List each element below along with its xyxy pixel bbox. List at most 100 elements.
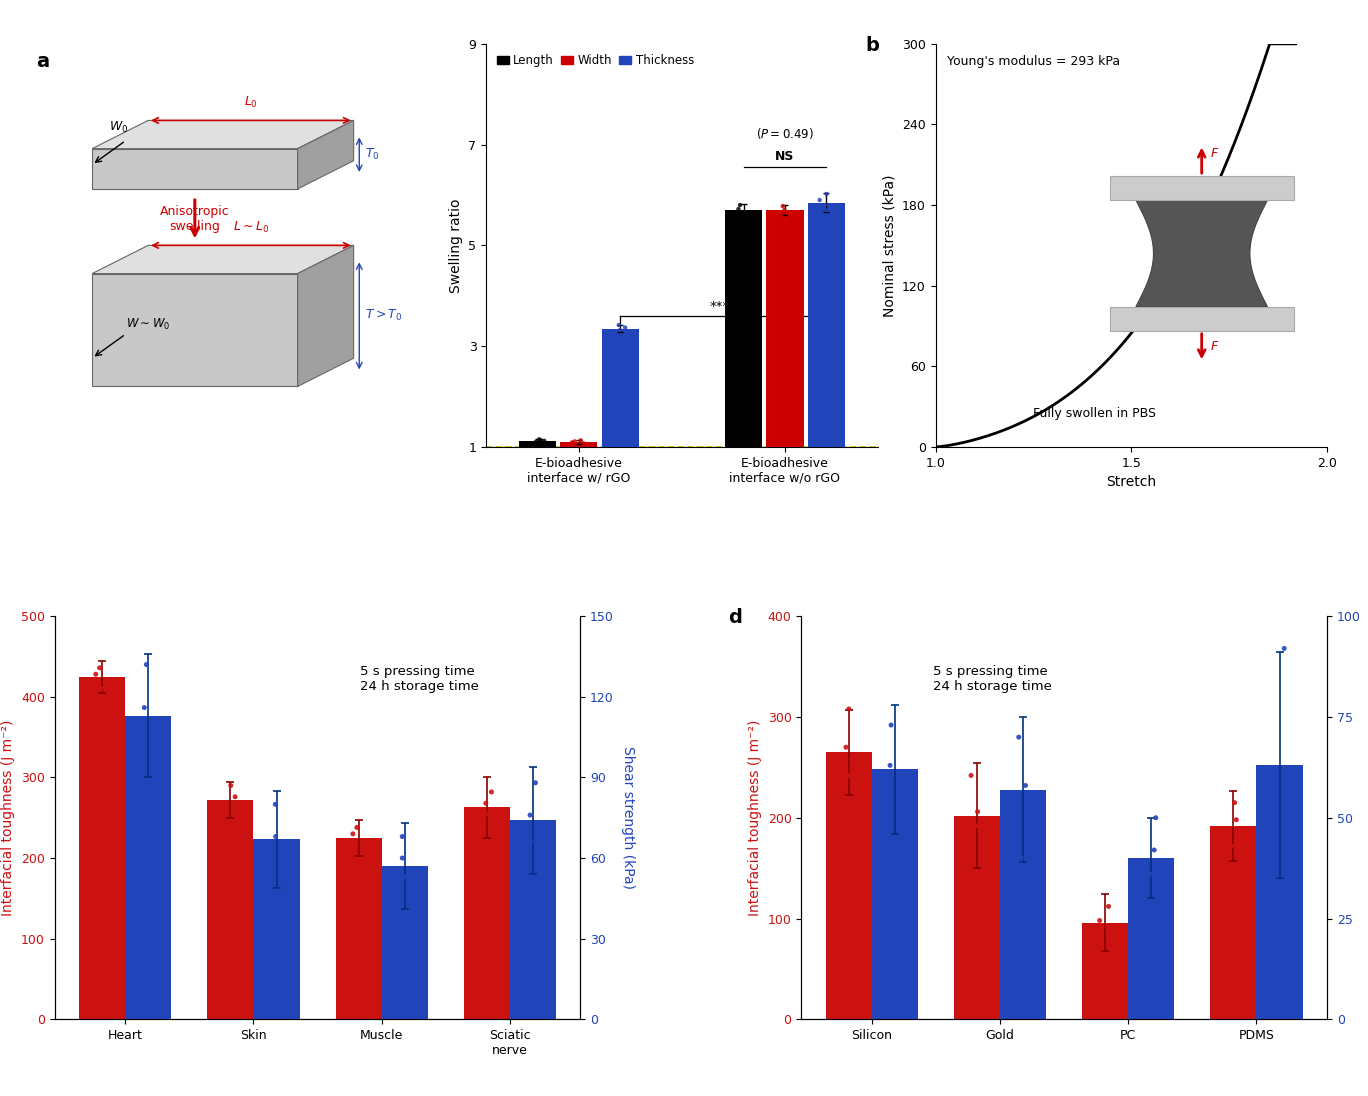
- Point: [967, 803, 989, 821]
- Point: [889, 785, 911, 802]
- Point: [94, 674, 116, 692]
- Point: [260, 849, 282, 867]
- Point: [966, 817, 988, 834]
- Point: [729, 196, 751, 214]
- Point: [778, 207, 800, 225]
- Text: NS: NS: [776, 150, 795, 163]
- Bar: [1082, 923, 1129, 1019]
- Point: [133, 699, 155, 717]
- Point: [476, 804, 498, 822]
- Bar: [382, 866, 428, 1019]
- Point: [815, 185, 837, 203]
- Point: [772, 197, 793, 215]
- Bar: [1129, 858, 1174, 1019]
- Text: Anisotropic
swelling: Anisotropic swelling: [160, 205, 230, 233]
- Point: [1089, 912, 1111, 929]
- Text: $(P = 0.49)$: $(P = 0.49)$: [757, 126, 814, 141]
- Point: [808, 192, 830, 209]
- Point: [89, 659, 111, 676]
- Bar: [464, 808, 510, 1019]
- Text: $W \sim W_0$: $W \sim W_0$: [126, 317, 170, 332]
- Point: [1008, 729, 1030, 746]
- Bar: [953, 815, 1000, 1019]
- Bar: [807, 203, 844, 498]
- Polygon shape: [92, 274, 298, 387]
- Text: Young's modulus = 293 kPa: Young's modulus = 293 kPa: [947, 55, 1120, 68]
- Text: $T_0$: $T_0$: [365, 147, 379, 162]
- Point: [224, 802, 246, 820]
- Bar: [725, 210, 762, 498]
- Y-axis label: Nominal stress (kPa): Nominal stress (kPa): [882, 174, 896, 317]
- Point: [1264, 842, 1286, 859]
- Bar: [1256, 765, 1302, 1019]
- Polygon shape: [298, 121, 354, 189]
- Point: [1092, 917, 1114, 935]
- Y-axis label: Interfacial toughness (J m⁻²): Interfacial toughness (J m⁻²): [1, 720, 15, 916]
- Point: [133, 729, 155, 746]
- Point: [391, 849, 413, 867]
- Point: [480, 784, 502, 801]
- Point: [814, 196, 836, 214]
- Point: [728, 209, 750, 227]
- Point: [135, 655, 157, 673]
- Text: b: b: [865, 36, 878, 55]
- Point: [837, 700, 859, 718]
- Point: [774, 204, 796, 221]
- Polygon shape: [92, 121, 354, 149]
- Bar: [253, 840, 300, 1019]
- Bar: [1211, 825, 1256, 1019]
- Point: [1011, 849, 1033, 867]
- Point: [342, 825, 364, 843]
- Point: [1141, 866, 1163, 883]
- Point: [1008, 809, 1030, 826]
- Text: $L_0$: $L_0$: [244, 95, 259, 111]
- Point: [531, 432, 553, 449]
- Point: [773, 202, 795, 219]
- Point: [226, 795, 248, 812]
- Bar: [826, 752, 871, 1019]
- Point: [264, 796, 286, 813]
- Point: [346, 819, 368, 836]
- Point: [90, 680, 112, 697]
- Point: [728, 201, 750, 218]
- Point: [343, 833, 365, 850]
- Polygon shape: [298, 246, 354, 387]
- Point: [840, 751, 862, 768]
- Point: [1226, 811, 1248, 829]
- Polygon shape: [92, 246, 354, 274]
- Point: [609, 321, 631, 339]
- Point: [394, 868, 416, 886]
- Text: $W_0$: $W_0$: [108, 119, 129, 135]
- Point: [1224, 794, 1246, 811]
- Point: [569, 432, 591, 449]
- Text: ****: ****: [710, 300, 736, 313]
- Point: [133, 763, 155, 780]
- Legend: Length, Width, Thickness: Length, Width, Thickness: [492, 49, 699, 72]
- Point: [518, 855, 540, 872]
- Point: [573, 435, 595, 453]
- Point: [525, 433, 547, 450]
- Text: 5 s pressing time
24 h storage time: 5 s pressing time 24 h storage time: [933, 664, 1052, 693]
- Text: 5 s pressing time
24 h storage time: 5 s pressing time 24 h storage time: [360, 664, 479, 693]
- Text: Fully swollen in PBS: Fully swollen in PBS: [1033, 408, 1156, 421]
- Point: [1145, 809, 1167, 826]
- Point: [614, 319, 636, 336]
- Point: [880, 717, 902, 734]
- Point: [602, 323, 624, 341]
- Point: [1099, 927, 1120, 945]
- Point: [1140, 898, 1161, 915]
- Bar: [126, 716, 171, 1019]
- Text: d: d: [728, 608, 741, 627]
- Text: $T > T_0$: $T > T_0$: [365, 308, 402, 323]
- Text: a: a: [36, 52, 49, 71]
- Point: [528, 431, 550, 448]
- Point: [889, 817, 911, 834]
- Point: [518, 807, 540, 824]
- Point: [391, 887, 413, 904]
- Point: [1274, 640, 1295, 658]
- Y-axis label: Interfacial toughness (J m⁻²): Interfacial toughness (J m⁻²): [748, 720, 762, 916]
- Point: [524, 774, 546, 791]
- Point: [815, 202, 837, 219]
- Bar: [520, 441, 557, 498]
- Bar: [79, 676, 126, 1019]
